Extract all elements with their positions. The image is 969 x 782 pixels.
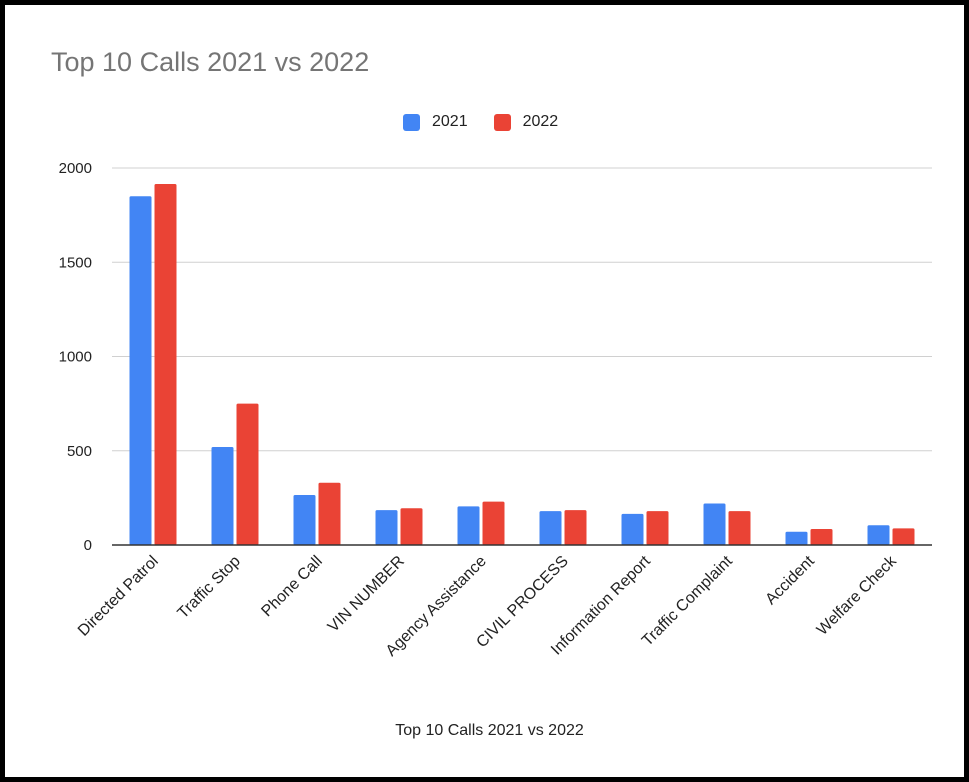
bar-2022 [318, 482, 341, 545]
bar-2022 [810, 528, 833, 545]
bar-2022 [646, 511, 669, 545]
y-tick-label: 2000 [59, 160, 92, 177]
legend-item-2022: 2022 [493, 113, 559, 131]
x-tick-label: Traffic Stop [175, 553, 244, 622]
legend-swatch-2021 [403, 113, 420, 131]
x-axis-title: Top 10 Calls 2021 vs 2022 [395, 722, 584, 739]
legend-label-2021: 2021 [432, 113, 468, 130]
y-tick-label: 500 [67, 443, 92, 460]
y-tick-label: 1500 [59, 254, 92, 271]
bar-2021 [621, 513, 644, 545]
x-tick-label: VIN NUMBER [325, 553, 408, 636]
bar-2021 [785, 531, 808, 545]
bar-2021 [539, 511, 562, 545]
y-tick-label: 0 [84, 537, 92, 554]
x-tick-label: Accident [762, 552, 818, 608]
chart-legend: 2021 2022 [403, 109, 584, 135]
x-tick-label: Phone Call [258, 553, 325, 620]
bar-2021 [293, 495, 316, 545]
y-tick-label: 1000 [59, 349, 92, 366]
bar-2021 [129, 196, 152, 545]
bar-2022 [892, 528, 915, 545]
bar-2022 [236, 403, 259, 545]
bar-2021 [703, 503, 726, 545]
bar-2022 [482, 501, 505, 545]
bar-2021 [211, 446, 234, 545]
bar-2021 [867, 525, 890, 545]
bar-2022 [400, 508, 423, 545]
bar-2021 [457, 506, 480, 545]
legend-item-2021: 2021 [403, 113, 468, 131]
bar-2022 [564, 510, 587, 545]
bar-2022 [154, 184, 177, 545]
x-tick-label: Directed Patrol [75, 553, 162, 640]
chart-title: Top 10 Calls 2021 vs 2022 [51, 47, 370, 77]
bar-2022 [728, 511, 751, 545]
x-tick-label: Welfare Check [814, 552, 901, 639]
bar-2021 [375, 510, 398, 545]
legend-label-2022: 2022 [522, 113, 559, 130]
legend-swatch-2022 [493, 113, 511, 131]
x-tick-label: Traffic Complaint [639, 552, 736, 649]
